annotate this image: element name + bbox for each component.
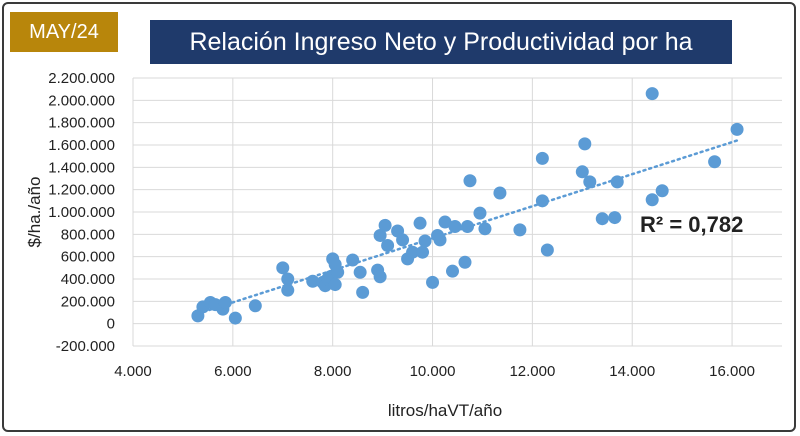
data-point — [381, 239, 395, 252]
data-point — [331, 265, 345, 279]
data-point — [595, 212, 609, 226]
data-point — [583, 175, 597, 189]
x-tick-label: 4.000 — [114, 363, 152, 380]
y-tick-label: 200.000 — [61, 293, 115, 310]
data-point — [446, 264, 460, 278]
data-point — [473, 206, 487, 220]
data-point — [458, 255, 472, 269]
data-point — [218, 295, 232, 309]
y-tick-label: 0 — [107, 316, 115, 333]
y-tick-label: 1.400.000 — [48, 159, 115, 176]
y-tick-label: -200.000 — [56, 338, 115, 355]
data-point — [373, 270, 387, 284]
grid-lines — [132, 77, 782, 347]
data-point — [328, 278, 342, 292]
x-tick-label: 6.000 — [214, 363, 252, 380]
data-point — [460, 220, 474, 234]
data-point — [493, 186, 507, 200]
data-point — [418, 234, 432, 248]
x-tick-label: 12.000 — [509, 363, 555, 380]
data-point — [346, 253, 360, 267]
x-tick-label: 16.000 — [709, 363, 755, 380]
chart-frame — [2, 2, 796, 432]
data-point — [248, 299, 262, 313]
y-tick-label: 400.000 — [61, 271, 115, 288]
data-point — [448, 220, 462, 234]
y-tick-label: 1.600.000 — [48, 137, 115, 154]
y-tick-label: 1.000.000 — [48, 204, 115, 221]
y-tick-label: 600.000 — [61, 249, 115, 266]
data-point — [281, 272, 295, 286]
date-badge: MAY/24 — [10, 12, 118, 52]
data-point — [610, 175, 624, 189]
data-point — [378, 218, 392, 232]
r-squared-annotation: R² = 0,782 — [640, 212, 743, 237]
data-point — [540, 243, 554, 257]
data-point — [406, 245, 420, 259]
data-point — [228, 311, 242, 325]
data-point — [708, 155, 722, 169]
y-axis-label: $/ha./año — [25, 177, 44, 248]
data-points — [191, 87, 744, 325]
data-point — [730, 122, 744, 136]
data-point — [281, 283, 295, 297]
x-tick-label: 10.000 — [410, 363, 456, 380]
data-point — [645, 193, 659, 207]
x-tick-label: 14.000 — [609, 363, 655, 380]
data-point — [276, 261, 290, 275]
data-point — [535, 151, 549, 165]
data-point — [535, 194, 549, 208]
data-point — [356, 285, 370, 299]
y-tick-label: 2.200.000 — [48, 70, 115, 87]
y-tick-label: 1.800.000 — [48, 115, 115, 132]
data-point — [416, 245, 430, 259]
x-tick-label: 8.000 — [314, 363, 352, 380]
data-point — [575, 165, 589, 179]
chart-title: Relación Ingreso Neto y Productividad po… — [150, 20, 732, 64]
data-point — [645, 87, 659, 101]
data-point — [306, 274, 320, 288]
y-tick-labels: -200.000 0 200.000 400.000 600.000 800.000 1.0… — [48, 70, 115, 355]
y-tick-label: 1.200.000 — [48, 182, 115, 199]
data-point — [373, 228, 387, 242]
data-point — [608, 211, 622, 225]
data-point — [433, 233, 447, 247]
data-point — [438, 215, 452, 229]
data-point — [655, 184, 669, 198]
data-point — [513, 223, 527, 237]
data-point — [463, 174, 477, 188]
data-point — [396, 233, 410, 247]
data-point — [426, 275, 440, 289]
y-tick-label: 2.000.000 — [48, 92, 115, 109]
data-point — [353, 265, 367, 279]
x-axis-label: litros/haVT/año — [388, 401, 502, 420]
data-point — [478, 222, 492, 236]
x-tick-labels: 4.000 6.000 8.000 10.000 12.000 14.000 16.000 — [114, 363, 755, 380]
y-tick-label: 800.000 — [61, 226, 115, 243]
data-point — [578, 137, 592, 151]
data-point — [413, 216, 427, 230]
